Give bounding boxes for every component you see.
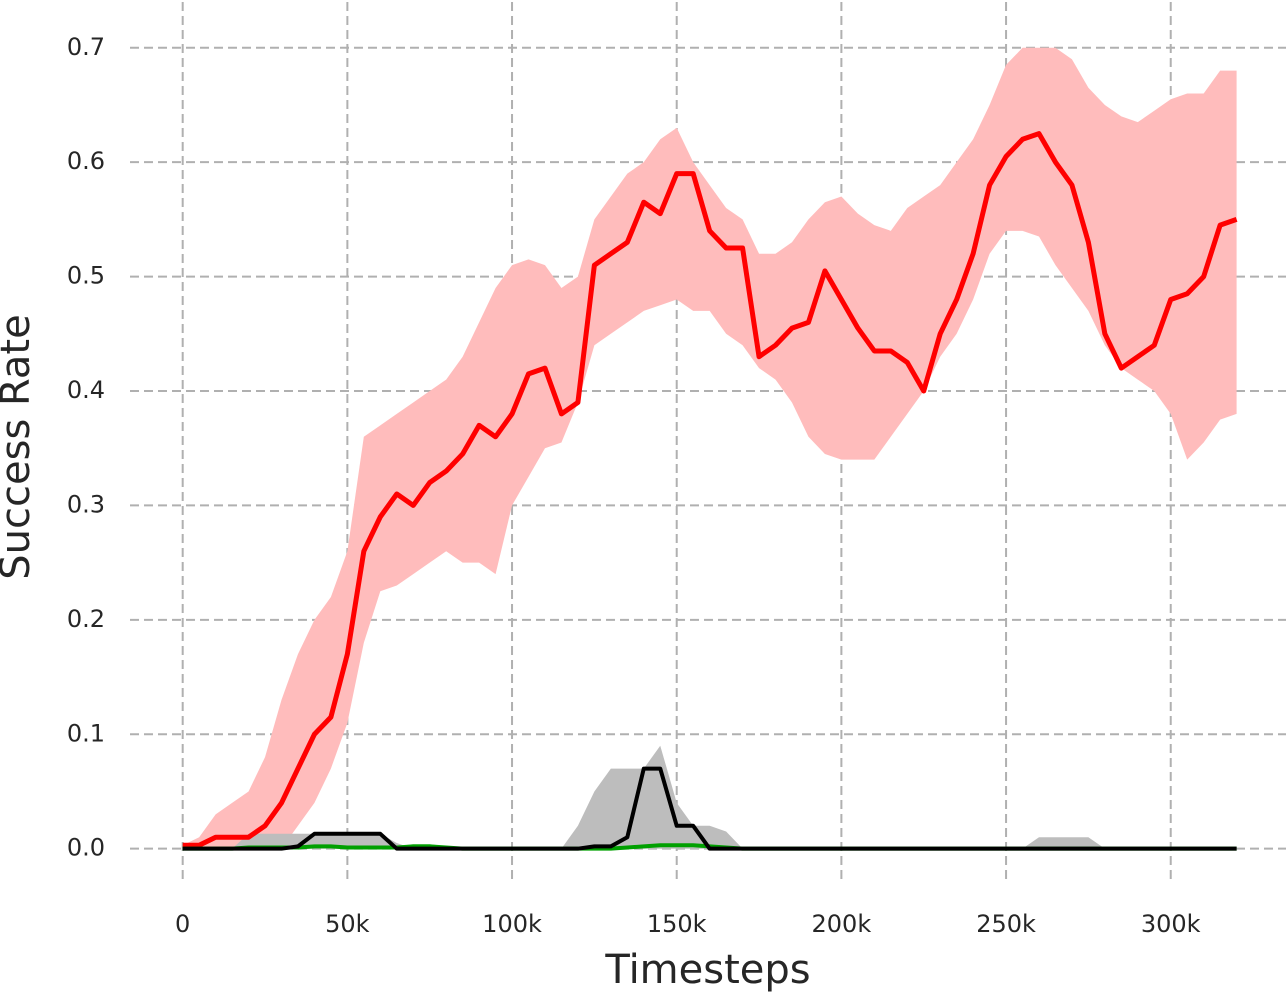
plot-area <box>182 47 1238 851</box>
confidence-band <box>182 745 1237 849</box>
x-axis-label: Timesteps <box>604 947 810 993</box>
y-tick-label: 0.7 <box>67 33 105 61</box>
y-tick-label: 0.6 <box>67 147 105 175</box>
confidence-band <box>182 47 1237 849</box>
y-tick-label: 0.4 <box>67 376 105 404</box>
y-tick-label: 0.3 <box>67 490 105 518</box>
x-tick-label: 100k <box>482 910 542 938</box>
y-axis-label: Success Rate <box>0 314 39 579</box>
series-line <box>182 766 1237 851</box>
x-tick-label: 300k <box>1141 910 1201 938</box>
x-tick-label: 150k <box>647 910 707 938</box>
x-tick-label: 200k <box>812 910 872 938</box>
y-tick-label: 0.2 <box>67 605 105 633</box>
series-line <box>182 131 1238 848</box>
x-tick-label: 50k <box>325 910 370 938</box>
y-tick-label: 0.0 <box>67 834 105 862</box>
y-tick-label: 0.5 <box>67 262 105 290</box>
tick-labels: 0 50k 100k 150k 200k 250k 300k 0.0 0.1 0.2 0.3 0.4 0… <box>67 33 1201 938</box>
x-tick-label: 250k <box>976 910 1036 938</box>
x-tick-label: 0 <box>175 910 190 938</box>
y-tick-label: 0.1 <box>67 719 105 747</box>
